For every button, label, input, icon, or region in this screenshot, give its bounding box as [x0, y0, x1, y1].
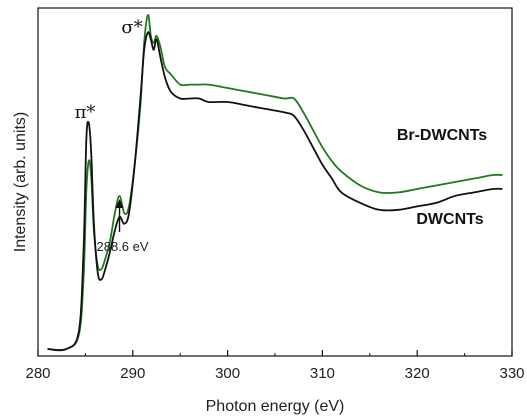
series-label-dwcnts: DWCNTs: [416, 211, 483, 228]
x-tick-label: 330: [499, 365, 524, 382]
arrow-head: [115, 199, 124, 208]
series-line-dwcnts: [47, 31, 503, 352]
y-axis-label: Intensity (arb. units): [12, 112, 29, 253]
energy-annotation: 288.6 eV: [97, 239, 149, 254]
x-tick-label: 300: [215, 365, 240, 382]
series-line-br-dwcnts: [47, 14, 503, 351]
sigma-star-annotation: σ*: [121, 17, 142, 38]
x-tick-label: 320: [405, 365, 430, 382]
x-ticks: 280 290 300 310 320 330: [25, 350, 525, 382]
pi-star-annotation: π*: [75, 102, 96, 123]
series-layer: [47, 14, 503, 352]
x-tick-label: 290: [120, 365, 145, 382]
x-tick-label: 280: [25, 365, 50, 382]
plot-frame: [37, 7, 513, 357]
x-axis-label: Photon energy (eV): [206, 398, 345, 415]
series-label-br-dwcnts: Br-DWCNTs: [397, 127, 487, 144]
x-tick-label: 310: [310, 365, 335, 382]
